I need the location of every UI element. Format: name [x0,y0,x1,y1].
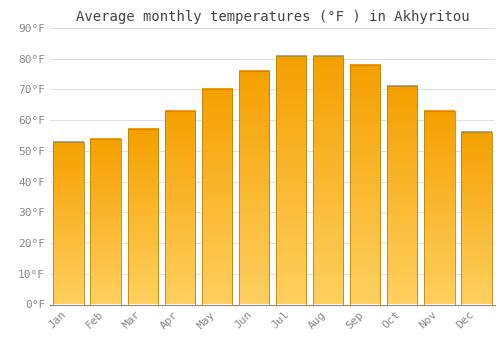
Bar [164,111,195,304]
Bar [462,132,492,304]
Bar [350,65,380,304]
Bar [202,90,232,304]
Bar [424,111,454,304]
Bar [54,142,84,304]
Bar [387,86,418,304]
Bar [276,56,306,304]
Bar [128,130,158,304]
Bar [313,56,344,304]
Bar [239,71,269,304]
Title: Average monthly temperatures (°F ) in Akhyritou: Average monthly temperatures (°F ) in Ak… [76,10,469,24]
Bar [90,139,121,304]
